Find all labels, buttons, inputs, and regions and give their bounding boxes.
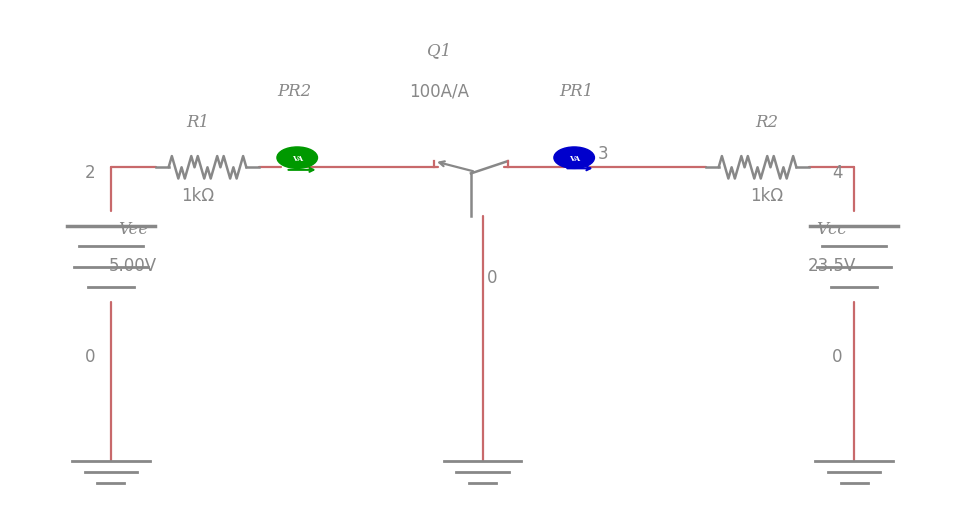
Text: 5.00V: 5.00V bbox=[109, 257, 157, 275]
Text: R2: R2 bbox=[756, 114, 779, 131]
Text: PR1: PR1 bbox=[559, 83, 593, 100]
Text: 3: 3 bbox=[597, 145, 609, 163]
Text: 0: 0 bbox=[85, 347, 95, 365]
Text: R1: R1 bbox=[186, 114, 209, 131]
Text: Q1: Q1 bbox=[427, 42, 452, 60]
Circle shape bbox=[277, 148, 317, 169]
Text: PR2: PR2 bbox=[277, 83, 312, 100]
Text: 0: 0 bbox=[487, 268, 497, 287]
Text: Vee: Vee bbox=[118, 220, 149, 238]
Text: 1kΩ: 1kΩ bbox=[181, 187, 214, 205]
Text: VA: VA bbox=[568, 154, 580, 162]
Text: 23.5V: 23.5V bbox=[808, 257, 856, 275]
Text: 0: 0 bbox=[833, 347, 842, 365]
Text: Vcc: Vcc bbox=[816, 220, 847, 238]
Text: 2: 2 bbox=[84, 164, 96, 182]
Text: 1kΩ: 1kΩ bbox=[751, 187, 784, 205]
Text: VA: VA bbox=[291, 154, 303, 162]
Circle shape bbox=[554, 148, 594, 169]
Text: 100A/A: 100A/A bbox=[409, 82, 469, 101]
Text: 4: 4 bbox=[833, 164, 842, 182]
